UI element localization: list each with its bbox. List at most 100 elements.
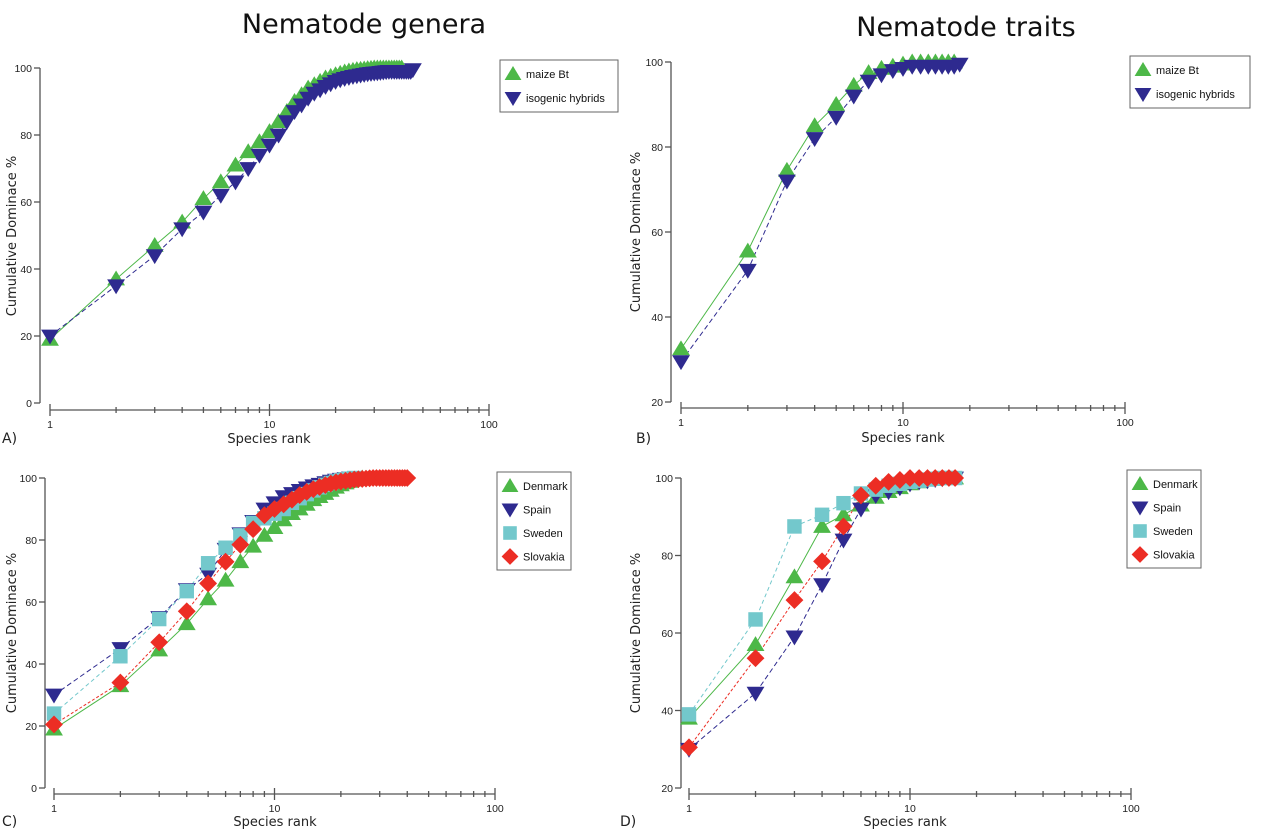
data-point: [199, 574, 218, 593]
series-slovakia: [45, 469, 417, 734]
data-point: [111, 673, 130, 692]
data-point: [777, 161, 796, 177]
y-tick-label: 20: [661, 783, 673, 795]
data-point: [216, 552, 235, 571]
data-point: [859, 74, 878, 90]
legend-marker-icon: [1131, 501, 1149, 516]
data-point: [785, 591, 804, 609]
y-tick-label: 0: [26, 398, 32, 410]
data-point: [226, 175, 245, 191]
data-point: [746, 686, 765, 702]
data-point: [901, 469, 919, 487]
title-traits: Nematode traits: [856, 12, 1075, 43]
x-axis-label: Species rank: [233, 815, 317, 829]
legend: Denmark Spain Sweden Slovakia: [496, 471, 572, 571]
data-point: [672, 355, 690, 371]
data-point: [746, 636, 765, 651]
data-point: [274, 511, 293, 527]
data-point: [805, 132, 824, 147]
data-point: [787, 519, 802, 534]
y-tick-label: 100: [19, 473, 37, 485]
x-tick-label: 100: [480, 419, 498, 431]
data-point: [194, 205, 213, 221]
legend-label: Slovakia: [1153, 550, 1195, 562]
plot-area: [45, 469, 417, 736]
data-point: [813, 552, 831, 571]
data-point: [672, 340, 690, 356]
data-point: [398, 469, 417, 487]
panel-label: C): [2, 814, 17, 829]
panel-c: 0 20 40 60 80 100 1 10 100 Species rank Cumulative…: [2, 469, 572, 829]
data-point: [777, 174, 796, 190]
data-point: [177, 602, 196, 621]
data-point: [834, 517, 853, 536]
x-tick-label: 10: [264, 419, 276, 431]
data-point: [283, 490, 301, 509]
series-denmark: [45, 469, 372, 736]
y-tick-label: 100: [645, 57, 663, 69]
y-tick-label: 80: [661, 551, 673, 563]
data-point: [231, 535, 250, 554]
data-point: [813, 517, 831, 533]
series-line-isogenic-hybrids: [49, 69, 414, 337]
legend-marker-icon: [504, 66, 522, 80]
legend-marker-icon: [503, 526, 517, 540]
data-point: [244, 520, 263, 539]
panel-label: D): [620, 814, 636, 829]
x-tick-label: 10: [269, 803, 281, 815]
data-point: [844, 76, 863, 92]
data-point: [836, 495, 851, 511]
series-isogenic-hybrids: [672, 57, 969, 371]
data-point: [269, 128, 288, 144]
y-tick-label: 100: [655, 473, 673, 485]
legend-marker-icon: [1131, 546, 1149, 563]
data-point: [805, 117, 824, 133]
y-tick-label: 40: [25, 659, 37, 671]
data-point: [748, 612, 763, 627]
data-point: [813, 578, 831, 594]
x-axis-label: Species rank: [227, 432, 311, 447]
y-tick-label: 0: [31, 783, 37, 795]
data-point: [785, 568, 804, 584]
data-point: [145, 237, 164, 252]
y-tick-label: 80: [20, 130, 32, 142]
data-point: [45, 715, 63, 734]
data-point: [250, 133, 269, 149]
data-point: [681, 707, 697, 722]
series-isogenic-hybrids: [41, 63, 422, 345]
legend-marker-icon: [1134, 88, 1152, 102]
x-tick-label: 10: [897, 417, 909, 429]
panel-d: 20 40 60 80 100 1 10 100 Species rank Cumulative …: [620, 469, 1202, 829]
series-maize-bt: [41, 59, 411, 346]
y-tick-label: 40: [651, 312, 663, 324]
data-point: [785, 630, 804, 646]
x-tick-label: 1: [678, 417, 684, 429]
data-point: [852, 486, 870, 505]
data-point: [194, 190, 213, 206]
legend-marker-icon: [1134, 62, 1152, 76]
title-genera: Nematode genera: [242, 9, 486, 40]
data-point: [283, 505, 301, 521]
data-point: [297, 483, 316, 501]
data-point: [150, 633, 169, 652]
data-point: [200, 556, 216, 571]
series-line-maize-bt: [49, 67, 402, 340]
legend: Denmark Spain Sweden Slovakia: [1126, 469, 1202, 569]
x-tick-label: 1: [686, 803, 692, 815]
data-point: [211, 188, 230, 204]
data-point: [216, 571, 235, 587]
data-point: [45, 688, 63, 704]
legend: maize Bt isogenic hybrids: [1129, 55, 1251, 109]
x-tick-label: 10: [904, 803, 916, 815]
legend-label: Slovakia: [523, 552, 565, 564]
data-point: [250, 148, 269, 164]
y-tick-label: 60: [20, 197, 32, 209]
legend-marker-icon: [1133, 524, 1147, 538]
data-point: [231, 553, 250, 569]
data-point: [239, 162, 258, 177]
legend-label: isogenic hybrids: [1156, 89, 1235, 101]
data-point: [946, 469, 965, 487]
y-axis-label: Cumulative Dominace %: [629, 152, 644, 312]
legend-label: isogenic hybrids: [526, 93, 605, 105]
